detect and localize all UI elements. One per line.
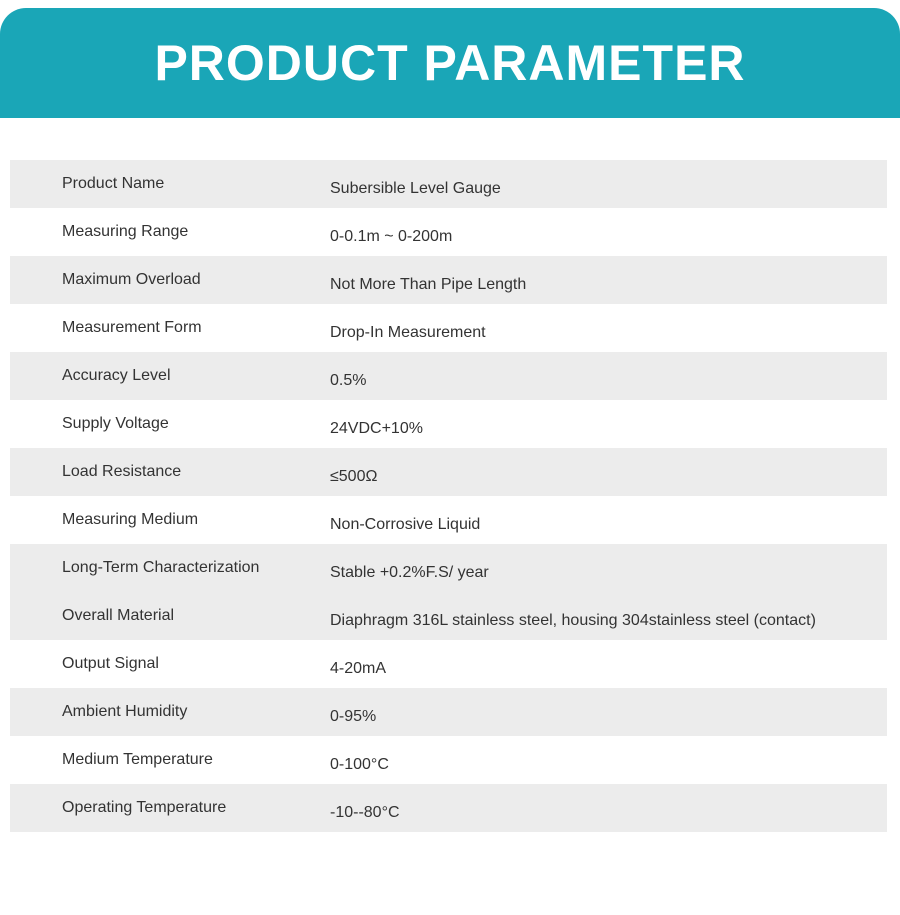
row-value: -10--80°C <box>330 804 400 821</box>
table-row: Ambient Humidity 0-95% <box>10 688 887 736</box>
table-row: Measuring Range 0-0.1m ~ 0-200m <box>10 208 887 256</box>
row-label: Measuring Range <box>62 223 189 240</box>
table-row: Maximum Overload Not More Than Pipe Leng… <box>10 256 887 304</box>
table-row: Overall Material Diaphragm 316L stainles… <box>10 592 887 640</box>
page-title: PRODUCT PARAMETER <box>154 35 746 91</box>
table-row: Medium Temperature 0-100°C <box>10 736 887 784</box>
row-label: Measuring Medium <box>62 511 199 528</box>
row-label: Medium Temperature <box>62 751 213 768</box>
row-value: Diaphragm 316L stainless steel, housing … <box>330 612 816 629</box>
row-value: Drop-In Measurement <box>330 324 486 341</box>
table-row: Long-Term Characterization Stable +0.2%F… <box>10 544 887 592</box>
row-label: Product Name <box>62 175 165 192</box>
table-row: Measuring Medium Non-Corrosive Liquid <box>10 496 887 544</box>
table-row: Product Name Subersible Level Gauge <box>10 160 887 208</box>
row-label: Operating Temperature <box>62 799 227 816</box>
table-row: Measurement Form Drop-In Measurement <box>10 304 887 352</box>
row-value: ≤500Ω <box>330 468 378 485</box>
row-value: 0-0.1m ~ 0-200m <box>330 228 453 245</box>
table-row: Supply Voltage 24VDC+10% <box>10 400 887 448</box>
parameter-table: Product Name Subersible Level Gauge Meas… <box>0 160 900 832</box>
row-value: Subersible Level Gauge <box>330 180 501 197</box>
row-label: Supply Voltage <box>62 415 169 432</box>
row-label: Maximum Overload <box>62 271 201 288</box>
row-label: Accuracy Level <box>62 367 171 384</box>
row-value: 4-20mA <box>330 660 387 677</box>
row-value: Stable +0.2%F.S/ year <box>330 564 489 581</box>
row-value: Not More Than Pipe Length <box>330 276 527 293</box>
row-label: Ambient Humidity <box>62 703 188 720</box>
table-row: Output Signal 4-20mA <box>10 640 887 688</box>
row-value: 0-100°C <box>330 756 389 773</box>
row-label: Measurement Form <box>62 319 202 336</box>
row-label: Load Resistance <box>62 463 182 480</box>
row-value: 24VDC+10% <box>330 420 423 437</box>
row-value: 0.5% <box>330 372 367 389</box>
row-label: Long-Term Characterization <box>62 559 260 576</box>
header-banner: PRODUCT PARAMETER <box>0 8 900 118</box>
table-row: Operating Temperature -10--80°C <box>10 784 887 832</box>
row-value: 0-95% <box>330 708 377 725</box>
table-row: Accuracy Level 0.5% <box>10 352 887 400</box>
row-label: Output Signal <box>62 655 159 672</box>
table-row: Load Resistance ≤500Ω <box>10 448 887 496</box>
row-value: Non-Corrosive Liquid <box>330 516 481 533</box>
row-label: Overall Material <box>62 607 175 624</box>
